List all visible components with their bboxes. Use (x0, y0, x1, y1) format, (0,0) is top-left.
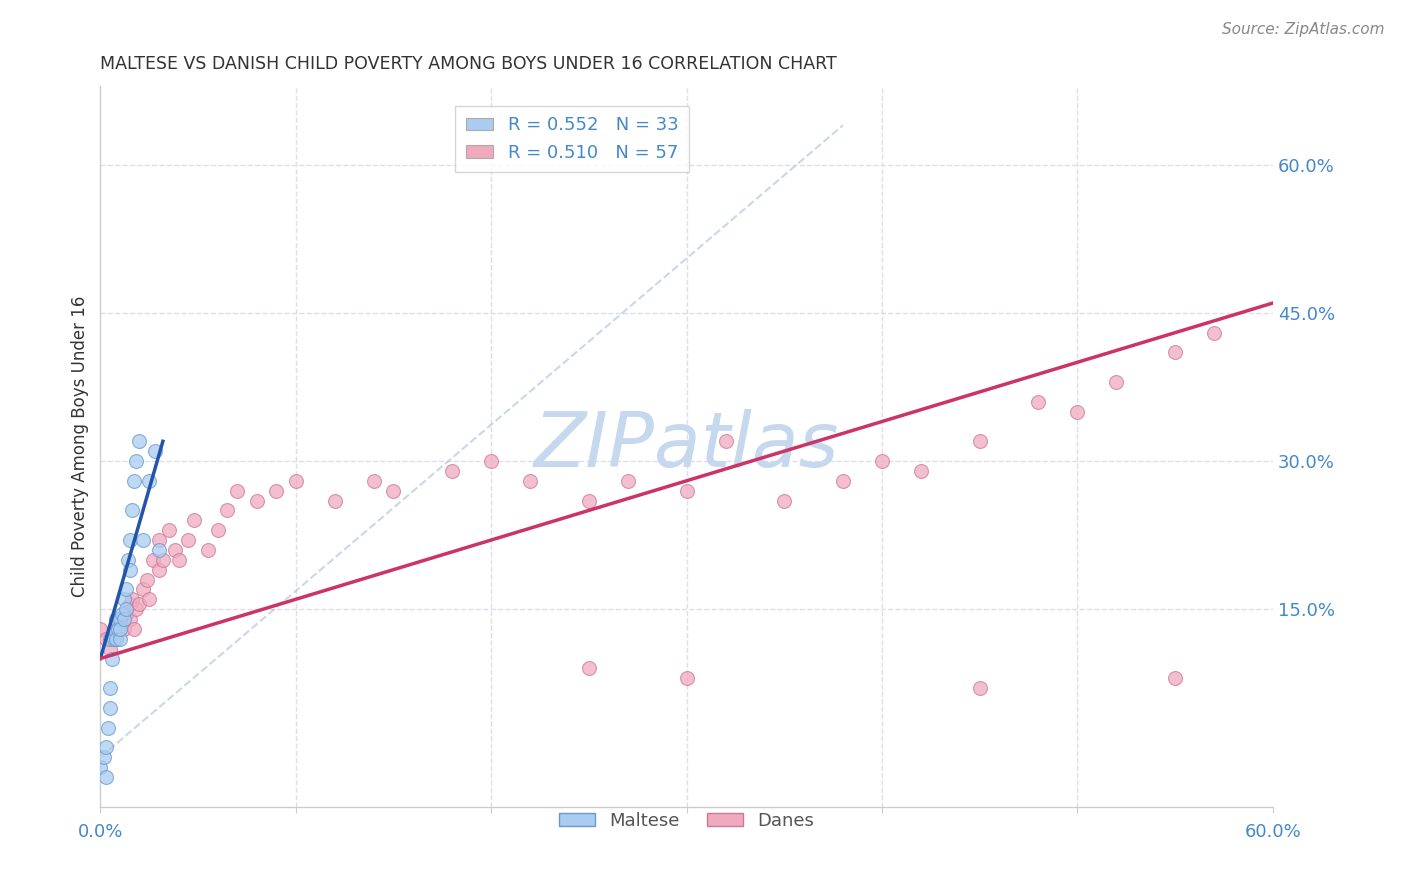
Point (363, 474, 385, 488)
Point (142, 553, 165, 567)
Point (910, 464, 932, 478)
Point (122, 474, 145, 488)
Point (284, 474, 307, 488)
Point (479, 454, 502, 468)
Point (264, 483, 287, 498)
Point (1164, 345, 1187, 359)
Point (104, 632, 127, 646)
Legend: Maltese, Danes: Maltese, Danes (551, 805, 821, 838)
Point (108, 612, 131, 626)
Point (136, 573, 159, 587)
Point (143, 444, 166, 458)
Point (103, 632, 125, 646)
Point (97, 721, 120, 735)
Point (152, 553, 174, 567)
Point (118, 612, 141, 626)
Point (128, 597, 150, 611)
Point (98, 632, 121, 646)
Point (167, 553, 190, 567)
Point (1164, 671, 1187, 685)
Text: ZIPatlas: ZIPatlas (534, 409, 839, 483)
Point (89, 760, 111, 774)
Point (1204, 326, 1226, 340)
Point (148, 563, 170, 577)
Point (114, 607, 136, 621)
Point (323, 493, 346, 508)
Point (96, 632, 118, 646)
Point (124, 602, 146, 616)
Point (148, 542, 170, 557)
Point (197, 542, 219, 557)
Point (870, 454, 893, 468)
Point (104, 632, 127, 646)
Point (122, 622, 145, 636)
Point (675, 483, 697, 498)
Point (578, 493, 600, 508)
Point (148, 533, 170, 547)
Point (112, 592, 135, 607)
Point (714, 434, 737, 449)
Point (114, 602, 136, 616)
Point (138, 592, 160, 607)
Point (128, 434, 150, 449)
Point (969, 434, 991, 449)
Point (117, 553, 139, 567)
Point (108, 632, 131, 646)
Point (111, 607, 134, 621)
Point (107, 622, 129, 636)
Text: MALTESE VS DANISH CHILD POVERTY AMONG BOYS UNDER 16 CORRELATION CHART: MALTESE VS DANISH CHILD POVERTY AMONG BO… (100, 55, 837, 73)
Point (103, 622, 125, 636)
Point (118, 533, 141, 547)
Point (101, 651, 124, 665)
Point (98, 681, 121, 695)
Point (112, 622, 135, 636)
Point (163, 542, 186, 557)
Point (108, 612, 131, 626)
Point (108, 622, 131, 636)
Point (207, 523, 229, 537)
Point (96, 770, 118, 784)
Point (226, 483, 249, 498)
Point (578, 661, 600, 675)
Point (98, 641, 121, 656)
Point (1066, 405, 1088, 419)
Text: Source: ZipAtlas.com: Source: ZipAtlas.com (1222, 22, 1385, 37)
Y-axis label: Child Poverty Among Boys Under 16: Child Poverty Among Boys Under 16 (72, 295, 89, 597)
Point (675, 671, 697, 685)
Point (114, 582, 136, 597)
Point (103, 622, 125, 636)
Point (124, 454, 146, 468)
Point (519, 474, 541, 488)
Point (157, 523, 180, 537)
Point (617, 474, 640, 488)
Point (93, 750, 115, 764)
Point (118, 597, 141, 611)
Point (177, 533, 200, 547)
Point (1026, 394, 1049, 409)
Point (969, 681, 991, 695)
Point (217, 503, 239, 517)
Point (118, 563, 141, 577)
Point (98, 701, 121, 715)
Point (104, 612, 127, 626)
Point (112, 612, 135, 626)
Point (121, 503, 143, 517)
Point (382, 483, 405, 498)
Point (96, 740, 118, 755)
Point (773, 493, 796, 508)
Point (132, 582, 155, 597)
Point (441, 464, 464, 478)
Point (831, 474, 853, 488)
Point (246, 493, 269, 508)
Point (183, 513, 205, 527)
Point (89, 622, 111, 636)
Point (1105, 375, 1128, 389)
Point (132, 533, 155, 547)
Point (138, 474, 160, 488)
Point (121, 592, 143, 607)
